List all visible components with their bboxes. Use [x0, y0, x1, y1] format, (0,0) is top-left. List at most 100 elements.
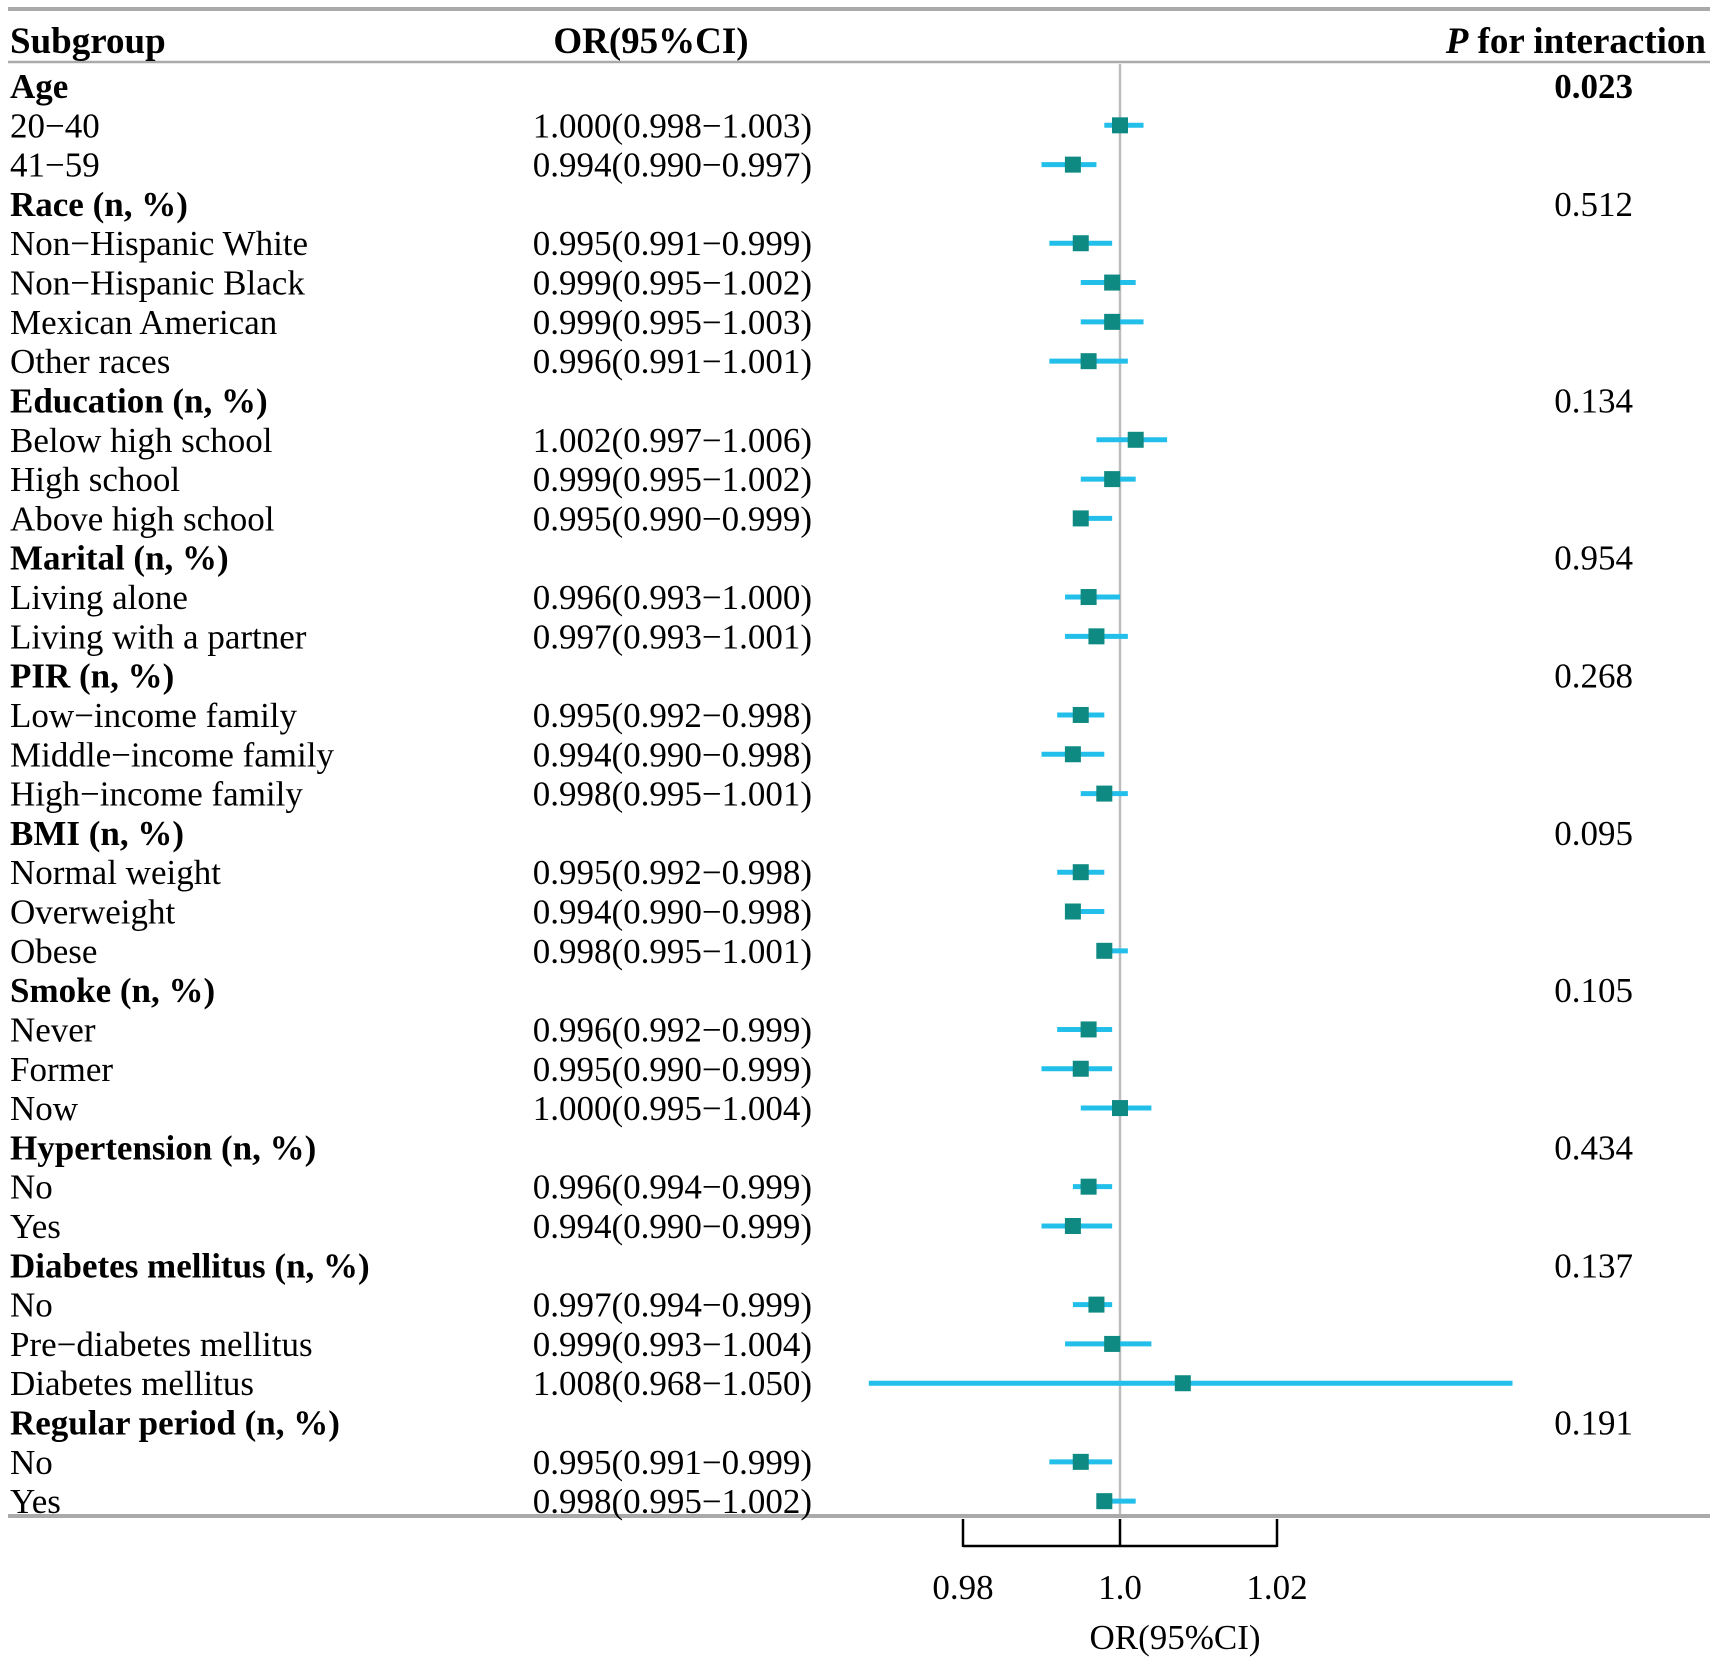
or-ci-text: 0.994(0.990−0.998) — [533, 893, 812, 932]
or-ci-text: 0.996(0.994−0.999) — [533, 1168, 812, 1207]
or-point — [1112, 117, 1128, 134]
p-interaction-value: 0.954 — [1554, 539, 1633, 578]
x-axis: 0.98 1.0 1.02 — [932, 1519, 1308, 1607]
or-ci-text: 0.996(0.991−1.001) — [533, 342, 812, 381]
subgroup-label: Other races — [10, 342, 170, 381]
subgroup-label: No — [10, 1286, 53, 1325]
or-ci-text: 0.996(0.993−1.000) — [533, 578, 812, 617]
group-label: Regular period (n, %) — [10, 1404, 340, 1443]
subgroup-label: Normal weight — [10, 853, 221, 892]
or-ci-text: 0.999(0.995−1.003) — [533, 303, 812, 342]
or-ci-text: 1.000(0.998−1.003) — [533, 106, 812, 145]
subgroup-label: Never — [10, 1010, 96, 1049]
or-ci-text: 0.999(0.995−1.002) — [533, 264, 812, 303]
subgroup-label: Former — [10, 1050, 113, 1089]
or-point — [1088, 628, 1105, 645]
or-ci-text: 0.995(0.991−0.999) — [533, 224, 812, 263]
or-point — [1080, 1178, 1097, 1195]
group-label: BMI (n, %) — [10, 814, 184, 853]
subgroup-label: Non−Hispanic White — [10, 224, 308, 263]
p-interaction-value: 0.268 — [1554, 657, 1633, 696]
or-ci-text: 0.999(0.995−1.002) — [533, 460, 812, 499]
group-label: Race (n, %) — [10, 185, 188, 224]
p-interaction-value: 0.434 — [1554, 1128, 1633, 1167]
or-point — [1072, 235, 1089, 252]
subgroup-label: Middle−income family — [10, 735, 334, 774]
p-interaction-value: 0.095 — [1554, 814, 1633, 853]
p-interaction-value: 0.134 — [1554, 381, 1633, 420]
subgroup-label: Non−Hispanic Black — [10, 264, 305, 303]
or-point — [1096, 785, 1113, 802]
subgroup-label: High−income family — [10, 775, 303, 814]
subgroup-label: Overweight — [10, 893, 176, 932]
or-ci-text: 0.998(0.995−1.001) — [533, 775, 812, 814]
header-subgroup: Subgroup — [10, 21, 166, 62]
p-interaction-value: 0.023 — [1554, 67, 1633, 106]
or-ci-text: 0.997(0.994−0.999) — [533, 1286, 812, 1325]
header-p-interaction: P for interaction — [1445, 21, 1707, 62]
or-point — [1064, 1217, 1081, 1234]
subgroup-label: Now — [10, 1089, 79, 1128]
or-ci-text: 0.995(0.992−0.998) — [533, 696, 812, 735]
group-label: Smoke (n, %) — [10, 971, 215, 1010]
or-ci-text: 0.995(0.990−0.999) — [533, 1050, 812, 1089]
subgroup-label: Above high school — [10, 499, 275, 538]
subgroup-label: Living alone — [10, 578, 188, 617]
subgroup-label: Living with a partner — [10, 617, 307, 656]
group-label: Education (n, %) — [10, 381, 268, 420]
group-label: Age — [10, 67, 68, 106]
subgroup-label: Obese — [10, 932, 97, 971]
group-label: PIR (n, %) — [10, 657, 174, 696]
or-point — [1064, 903, 1081, 920]
or-point — [1064, 746, 1081, 763]
group-label: Hypertension (n, %) — [10, 1128, 316, 1167]
or-point — [1096, 1493, 1113, 1510]
group-label: Marital (n, %) — [10, 539, 229, 578]
or-point — [1104, 274, 1121, 291]
or-point — [1104, 313, 1121, 330]
subgroup-label: 20−40 — [10, 106, 100, 145]
x-tick-label: 1.02 — [1246, 1568, 1307, 1607]
or-point — [1080, 1021, 1097, 1038]
or-point — [1072, 1453, 1089, 1470]
subgroup-label: No — [10, 1168, 53, 1207]
or-point — [1174, 1375, 1191, 1392]
or-point — [1072, 510, 1089, 527]
or-ci-text: 1.008(0.968−1.050) — [533, 1364, 812, 1403]
p-interaction-value: 0.191 — [1554, 1404, 1633, 1443]
or-point — [1072, 706, 1089, 723]
subgroup-label: Diabetes mellitus — [10, 1364, 254, 1403]
or-ci-text: 0.998(0.995−1.001) — [533, 932, 812, 971]
or-ci-text: 0.999(0.993−1.004) — [533, 1325, 812, 1364]
x-tick-label: 1.0 — [1098, 1568, 1142, 1607]
or-point — [1096, 942, 1113, 959]
subgroup-label: Pre−diabetes mellitus — [10, 1325, 313, 1364]
or-ci-text: 1.000(0.995−1.004) — [533, 1089, 812, 1128]
or-point — [1112, 1100, 1128, 1117]
or-point — [1127, 431, 1144, 448]
or-point — [1088, 1296, 1105, 1313]
or-point — [1080, 589, 1097, 606]
or-ci-text: 0.995(0.992−0.998) — [533, 853, 812, 892]
p-interaction-value: 0.512 — [1554, 185, 1633, 224]
or-ci-text: 0.997(0.993−1.001) — [533, 617, 812, 656]
or-point — [1072, 1060, 1089, 1077]
subgroup-label: Yes — [10, 1207, 61, 1246]
p-interaction-value: 0.105 — [1554, 971, 1633, 1010]
or-point — [1080, 353, 1097, 370]
or-ci-text: 0.998(0.995−1.002) — [533, 1482, 812, 1521]
or-ci-text: 0.994(0.990−0.999) — [533, 1207, 812, 1246]
subgroup-label: High school — [10, 460, 180, 499]
subgroup-label: Low−income family — [10, 696, 298, 735]
subgroup-label: Below high school — [10, 421, 273, 460]
or-point — [1072, 864, 1089, 881]
x-tick-label: 0.98 — [932, 1568, 993, 1607]
or-ci-text: 1.002(0.997−1.006) — [533, 421, 812, 460]
subgroup-label: 41−59 — [10, 146, 100, 185]
or-point — [1064, 156, 1081, 173]
group-label: Diabetes mellitus (n, %) — [10, 1246, 370, 1285]
or-ci-text: 0.994(0.990−0.998) — [533, 735, 812, 774]
p-interaction-value: 0.137 — [1554, 1246, 1633, 1285]
or-ci-text: 0.994(0.990−0.997) — [533, 146, 812, 185]
